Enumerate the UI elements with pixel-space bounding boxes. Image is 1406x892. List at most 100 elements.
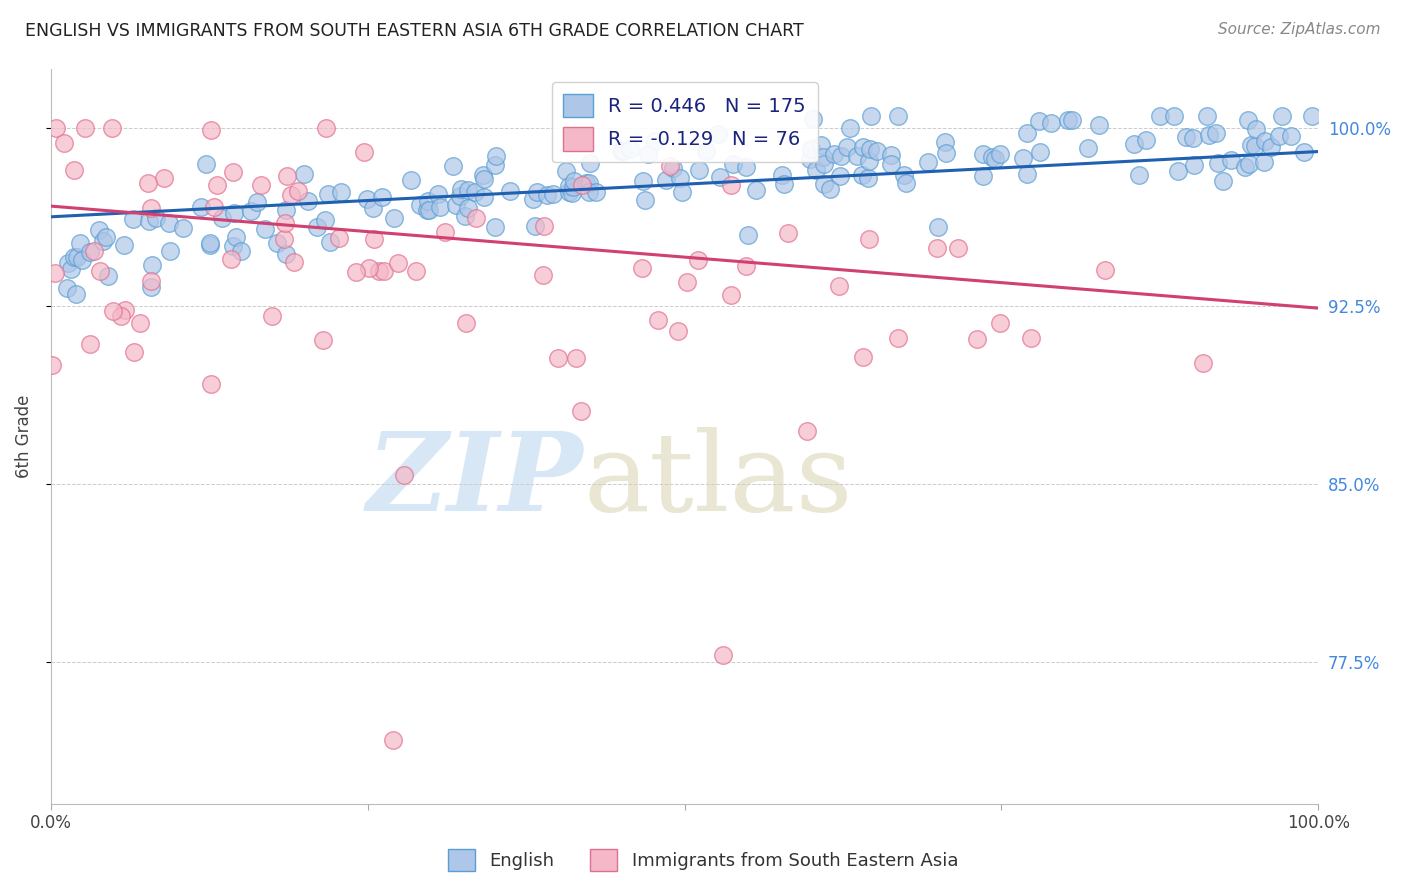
Point xyxy=(316,187,339,202)
Point xyxy=(1060,113,1083,128)
Point xyxy=(449,189,471,203)
Point xyxy=(219,252,242,267)
Point xyxy=(128,316,150,330)
Point xyxy=(195,157,218,171)
Point xyxy=(434,225,457,239)
Point xyxy=(307,220,329,235)
Point xyxy=(1135,132,1157,146)
Point xyxy=(266,236,288,251)
Point xyxy=(225,229,247,244)
Point xyxy=(1029,145,1052,160)
Point xyxy=(231,244,253,259)
Point xyxy=(101,120,124,135)
Point xyxy=(880,157,903,171)
Point xyxy=(45,120,67,135)
Point xyxy=(276,247,298,261)
Point xyxy=(441,159,464,173)
Point xyxy=(239,204,262,219)
Point xyxy=(927,241,949,255)
Point xyxy=(485,149,508,163)
Point xyxy=(329,185,352,199)
Point xyxy=(647,312,669,326)
Point xyxy=(1271,109,1294,123)
Point xyxy=(262,310,284,324)
Point xyxy=(858,153,880,168)
Point xyxy=(311,333,333,347)
Point xyxy=(457,202,479,216)
Point xyxy=(472,190,495,204)
Point xyxy=(121,212,143,227)
Point xyxy=(222,206,245,220)
Point xyxy=(110,309,132,323)
Point xyxy=(69,236,91,251)
Point xyxy=(745,183,768,197)
Point xyxy=(138,213,160,227)
Point xyxy=(631,174,654,188)
Point xyxy=(1192,356,1215,370)
Point xyxy=(145,211,167,225)
Point xyxy=(1057,112,1080,127)
Point xyxy=(409,198,432,212)
Point xyxy=(830,149,852,163)
Point xyxy=(773,177,796,191)
Point xyxy=(79,245,101,260)
Point xyxy=(1039,116,1062,130)
Point xyxy=(97,269,120,284)
Point xyxy=(1077,141,1099,155)
Point xyxy=(894,176,917,190)
Point xyxy=(222,164,245,178)
Point xyxy=(159,216,181,230)
Point xyxy=(94,230,117,244)
Point xyxy=(984,152,1007,166)
Point xyxy=(382,211,405,226)
Point xyxy=(828,169,851,183)
Point xyxy=(274,216,297,230)
Point xyxy=(246,195,269,210)
Point xyxy=(988,147,1011,161)
Point xyxy=(1237,112,1260,127)
Point xyxy=(200,377,222,392)
Point xyxy=(852,350,875,364)
Point xyxy=(676,275,699,289)
Point xyxy=(41,359,63,373)
Point xyxy=(1254,134,1277,148)
Point xyxy=(811,150,834,164)
Point xyxy=(575,177,598,191)
Point xyxy=(634,194,657,208)
Point xyxy=(429,200,451,214)
Point xyxy=(813,177,835,191)
Point xyxy=(709,170,731,185)
Point xyxy=(405,264,427,278)
Point xyxy=(1017,167,1039,181)
Point xyxy=(558,185,581,199)
Point xyxy=(315,120,337,135)
Point xyxy=(357,261,380,276)
Point xyxy=(53,136,76,150)
Point xyxy=(139,201,162,215)
Point xyxy=(382,733,405,747)
Point xyxy=(1019,331,1042,345)
Point xyxy=(547,351,569,365)
Point xyxy=(561,186,583,201)
Point xyxy=(1234,161,1257,175)
Point xyxy=(927,220,949,235)
Point xyxy=(609,144,631,158)
Point xyxy=(198,235,221,250)
Point xyxy=(1167,164,1189,178)
Point xyxy=(1237,157,1260,171)
Point xyxy=(578,155,600,169)
Point xyxy=(1181,131,1204,145)
Point xyxy=(562,180,585,194)
Point xyxy=(1198,128,1220,143)
Point xyxy=(297,194,319,208)
Point xyxy=(917,155,939,169)
Point xyxy=(1087,118,1109,132)
Point xyxy=(416,203,439,218)
Point xyxy=(531,268,554,282)
Point xyxy=(851,168,873,182)
Point xyxy=(988,316,1011,330)
Point xyxy=(585,185,607,199)
Point xyxy=(565,351,588,366)
Point xyxy=(644,134,666,148)
Point xyxy=(101,304,124,318)
